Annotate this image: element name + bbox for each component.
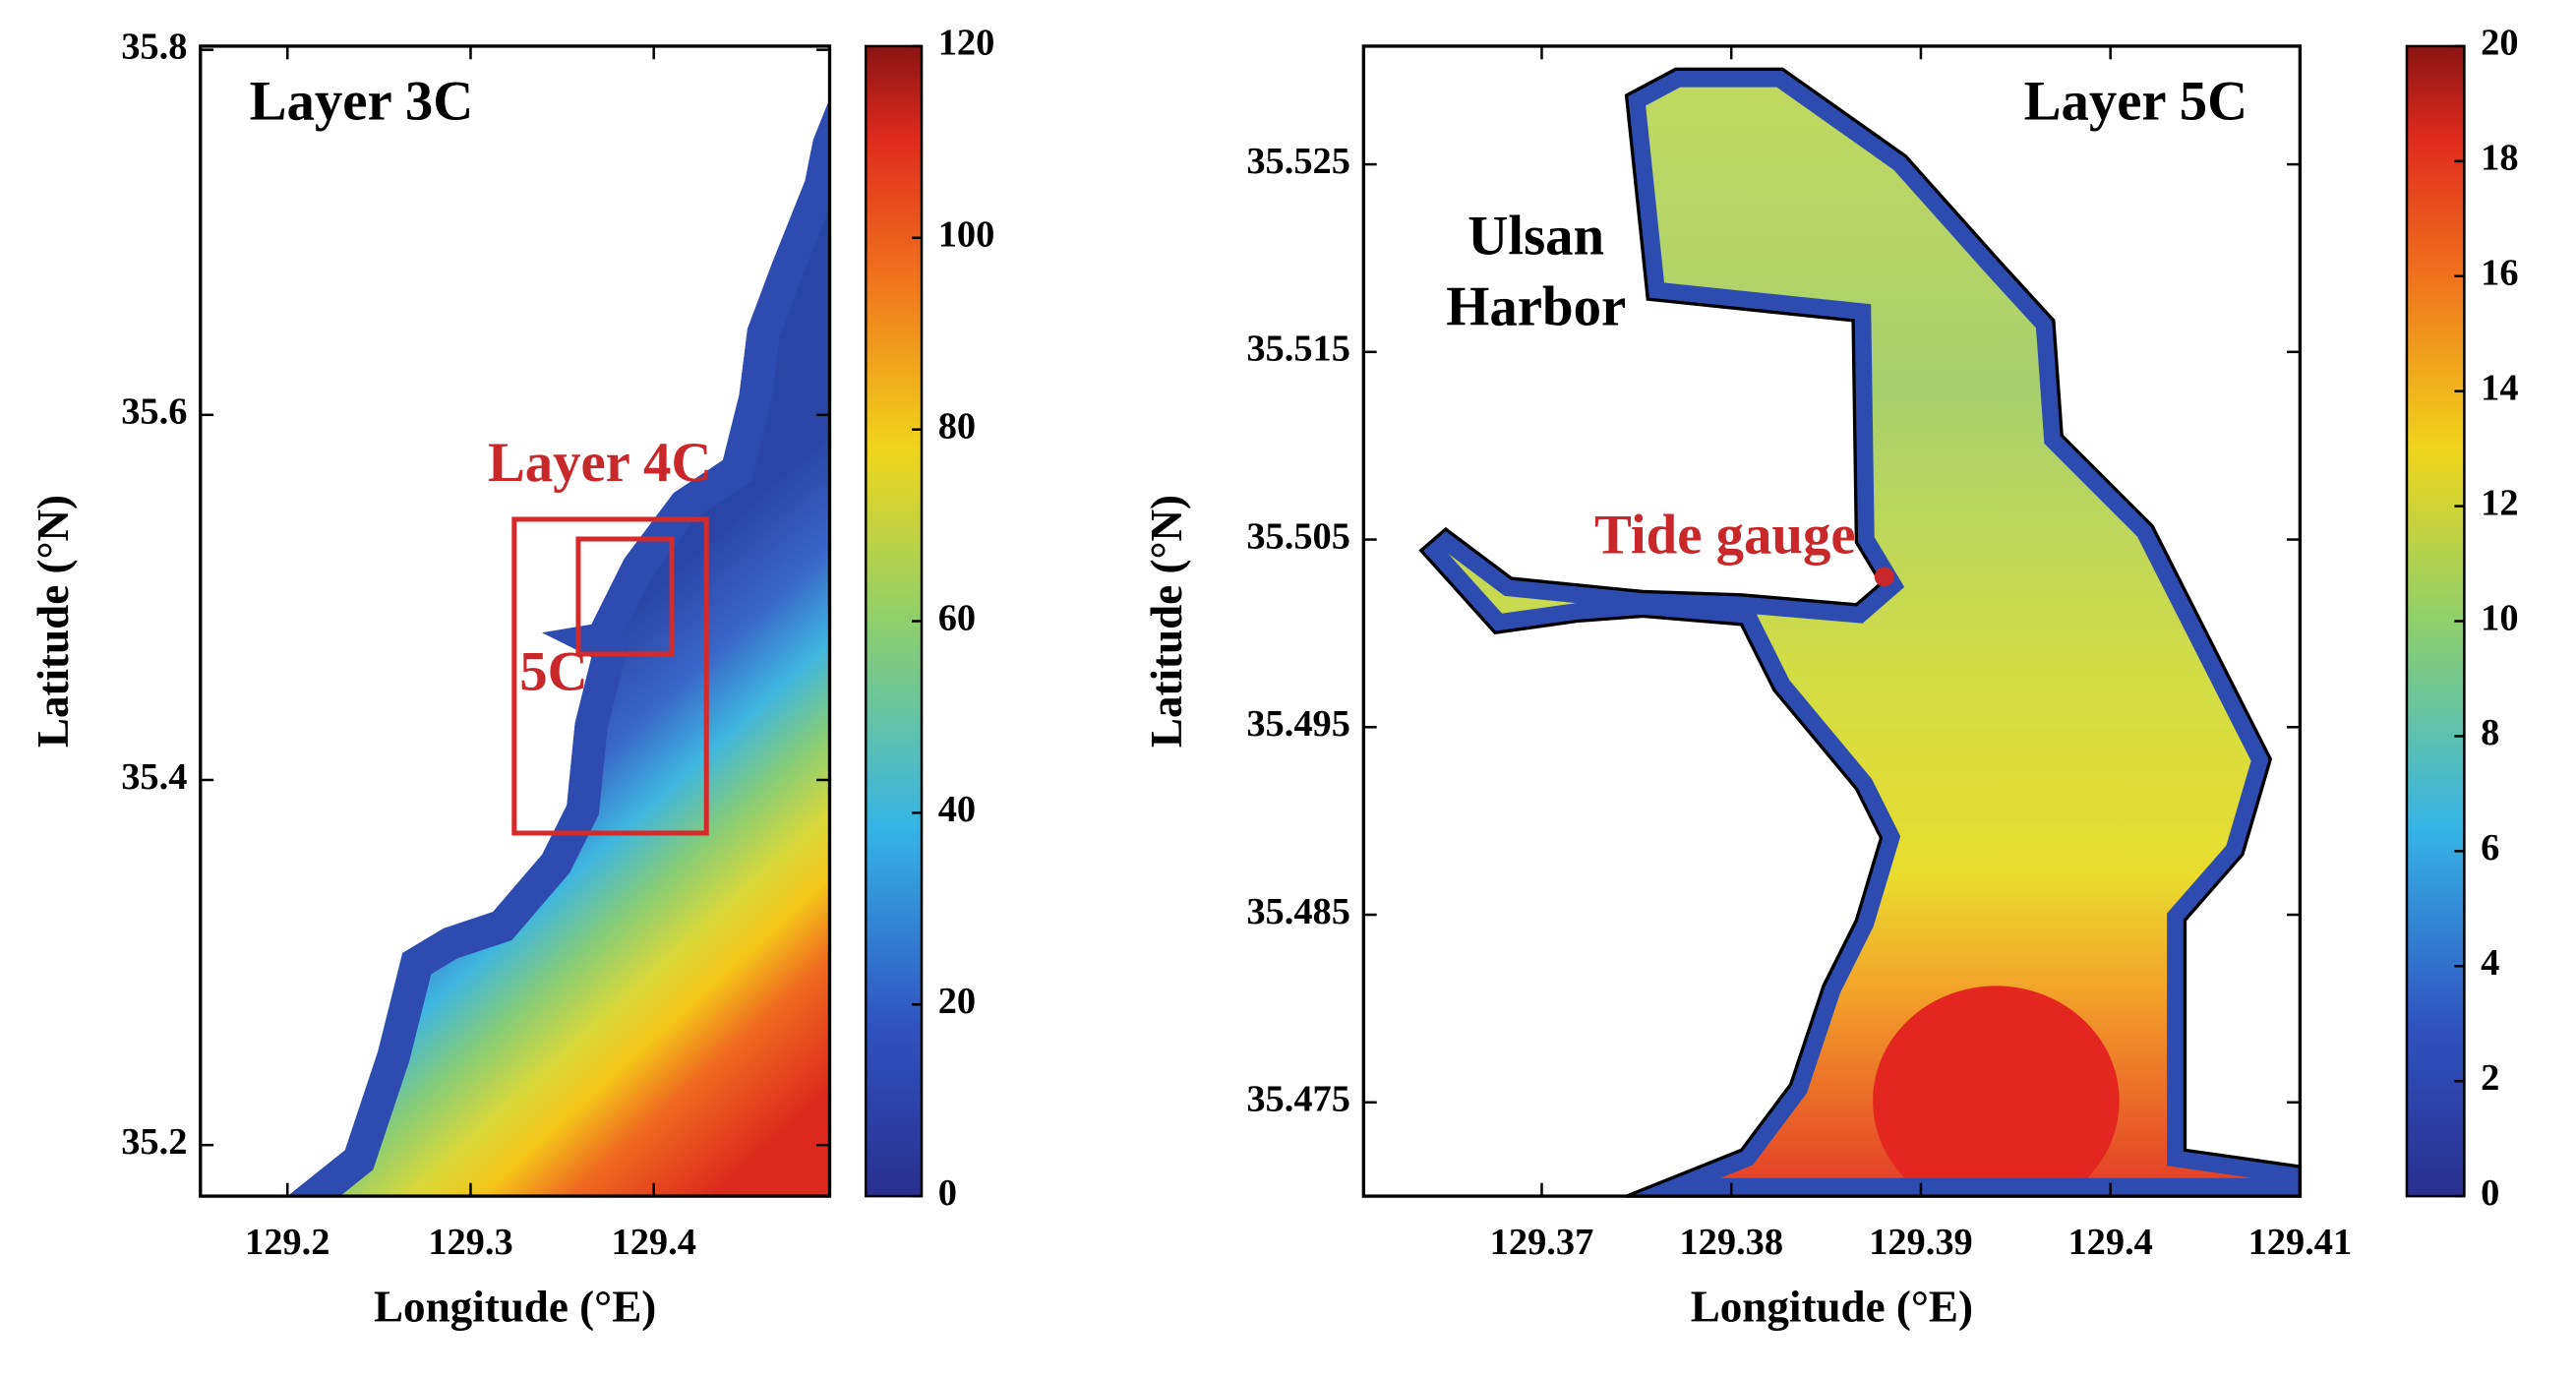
y-tick-label: 35.6 <box>121 391 187 433</box>
panel-title: Layer 5C <box>2024 71 2248 133</box>
colorbar-tick-label: 20 <box>938 981 976 1022</box>
annotation: 5C <box>519 640 587 702</box>
layer-4c-box <box>511 516 709 836</box>
colorbar-tick-label: 8 <box>2481 712 2499 753</box>
colorbar-tick-label: 120 <box>938 23 995 64</box>
colorbar-tick-label: 40 <box>938 789 976 830</box>
panel-title: Layer 3C <box>250 71 474 133</box>
y-tick-label: 35.4 <box>121 756 187 798</box>
x-tick-label: 129.3 <box>428 1222 512 1263</box>
y-tick-label: 35.515 <box>1246 329 1350 370</box>
y-axis-label: Latitude (°N) <box>29 495 78 748</box>
x-axis-label: Longitude (°E) <box>1691 1282 1973 1331</box>
y-tick-label: 35.8 <box>121 26 187 67</box>
colorbar-tick-label: 16 <box>2481 253 2518 294</box>
y-tick-label: 35.505 <box>1246 515 1350 557</box>
x-tick-label: 129.4 <box>611 1222 695 1263</box>
colorbar-tick-label: 18 <box>2481 138 2518 179</box>
annotation: Tide gauge <box>1594 505 1855 567</box>
x-tick-label: 129.41 <box>2248 1222 2353 1263</box>
colorbar-tick-label: 60 <box>938 597 976 638</box>
colorbar-tick-label: 20 <box>2481 23 2518 64</box>
annotation: Harbor <box>1446 276 1626 338</box>
colorbar-tick-label: 80 <box>938 405 976 447</box>
layer-5c-box <box>575 536 675 657</box>
axes-frame <box>1361 44 2303 1198</box>
y-tick-label: 35.2 <box>121 1121 187 1163</box>
colorbar-tick-label: 100 <box>938 214 995 256</box>
x-tick-label: 129.39 <box>1869 1222 1973 1263</box>
y-tick-label: 35.495 <box>1246 703 1350 745</box>
colorbar-tick-label: 6 <box>2481 827 2499 868</box>
colorbar-tick-label: 2 <box>2481 1057 2499 1099</box>
tide-gauge <box>1874 567 1894 587</box>
y-tick-label: 35.525 <box>1246 141 1350 182</box>
colorbar-tick-label: 14 <box>2481 367 2518 408</box>
colorbar-tick-label: 10 <box>2481 597 2518 638</box>
axes-frame <box>199 44 832 1198</box>
y-tick-label: 35.485 <box>1246 891 1350 932</box>
annotation: Ulsan <box>1468 206 1604 268</box>
y-tick-label: 35.475 <box>1246 1079 1350 1120</box>
colorbar-tick-label: 0 <box>2481 1172 2499 1214</box>
x-tick-label: 129.4 <box>2067 1222 2152 1263</box>
x-tick-label: 129.2 <box>245 1222 329 1263</box>
colorbar-tick-label: 4 <box>2481 942 2499 984</box>
deep-area <box>1873 986 2120 1197</box>
colorbar-tick-label: 0 <box>938 1172 957 1214</box>
y-axis-label: Latitude (°N) <box>1142 495 1191 748</box>
colorbar-tick-label: 12 <box>2481 482 2518 523</box>
x-axis-label: Longitude (°E) <box>374 1282 656 1331</box>
x-tick-label: 129.37 <box>1490 1222 1594 1263</box>
x-tick-label: 129.38 <box>1679 1222 1783 1263</box>
annotation: Layer 4C <box>488 432 712 494</box>
